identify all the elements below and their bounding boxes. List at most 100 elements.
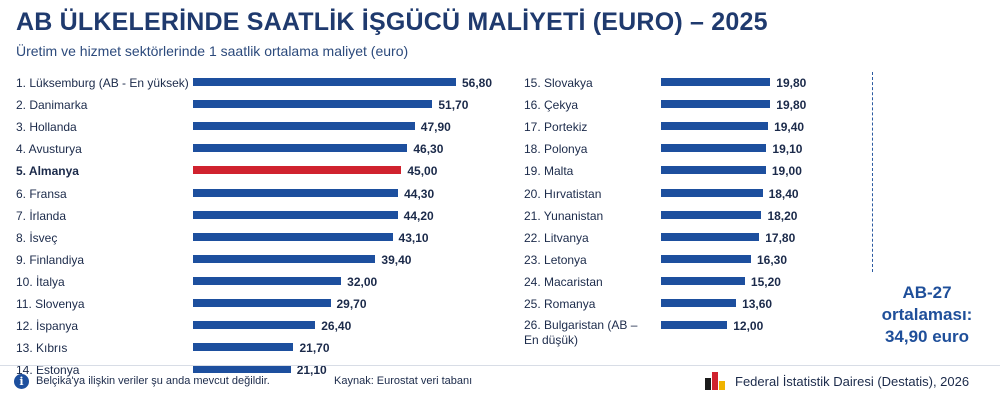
bar-row: 14. Estonya 21,10 [16,361,356,379]
data-label: 21,70 [299,341,330,356]
bar-row: 11. Slovenya 29,70 [16,295,367,313]
bar [661,78,771,86]
bar-row: 7. İrlanda 44,20 [16,207,434,225]
bar [193,166,402,175]
category-label: 15. Slovakya [524,76,593,90]
bar [193,210,398,219]
category-label: 17. Portekiz [524,120,588,135]
data-label: 56,80 [461,76,492,90]
data-label: 13,60 [742,297,773,311]
bar-row: 9. Finlandiya 39,40 [16,251,411,269]
info-icon: i [14,374,29,389]
data-label: 18,20 [767,208,798,223]
bar [661,232,760,241]
category-label: 4. Avusturya [16,142,82,157]
data-label: 47,90 [420,120,451,135]
bar-row: 20. Hırvatistan 18,40 [524,185,864,203]
bar [193,299,331,307]
bar-row: 26. Bulgaristan (AB – En düşük) 12,00 [524,317,864,347]
bar-row: 22. Litvanya 17,80 [524,229,864,247]
destatis-logo-icon [705,372,727,390]
category-label: 21. Yunanistan [524,208,604,223]
bar-row: 4. Avusturya 46,30 [16,140,443,158]
bar-row: 24. Macaristan 15,20 [524,273,864,291]
category-label: 19. Malta [524,164,574,179]
category-label: 14. Estonya [16,363,80,378]
data-label: 21,10 [296,363,327,378]
category-label: 11. Slovenya [16,297,85,311]
data-label: 19,80 [776,76,807,90]
category-label: 18. Polonya [524,142,588,157]
data-label: 29,70 [336,297,367,311]
bar [661,144,767,153]
data-label: 26,40 [321,319,352,334]
category-label: 24. Macaristan [524,274,603,289]
category-label: 8. İsveç [16,230,58,245]
category-label: 26. Bulgaristan (AB – En düşük) [524,318,638,348]
category-label: 2. Danimarka [16,98,88,113]
bar-row: 3. Hollanda 47,90 [16,118,451,136]
bar-row: 15. Slovakya 19,80 [524,74,864,92]
bar [193,276,342,285]
data-label: 45,00 [407,164,438,179]
bar [661,166,766,175]
category-label: 13. Kıbrıs [16,341,68,356]
data-label: 15,20 [750,274,781,289]
data-label: 46,30 [413,142,444,157]
bar [661,254,751,263]
category-label: 23. Letonya [524,252,587,267]
chart-title: AB ÜLKELERİNDE SAATLİK İŞGÜCÜ MALİYETİ (… [16,8,768,36]
category-label: 16. Çekya [524,98,579,113]
category-label: 7. İrlanda [16,208,67,223]
bar-row: 13. Kıbrıs 21,70 [16,339,356,357]
bar [661,210,762,219]
data-label: 44,20 [403,208,434,223]
bar [193,122,415,131]
bar [193,365,291,374]
bar-row: 23. Letonya 16,30 [524,251,864,269]
bar [193,254,376,263]
bar-row: 5. Almanya 45,00 [16,162,437,180]
bar-row: 6. Fransa 44,30 [16,185,434,203]
eu-average-label: AB-27 ortalaması: 34,90 euro [881,283,973,346]
bar [661,188,763,197]
footer-divider [0,365,1000,366]
data-label: 51,70 [438,98,469,113]
data-label: 19,00 [771,164,802,179]
bar [661,276,745,285]
bar-row: 16. Çekya 19,80 [524,96,864,114]
bar-row: 18. Polonya 19,10 [524,140,864,158]
bar [661,321,728,330]
category-label: 5. Almanya [16,164,79,179]
bar-row: 21. Yunanistan 18,20 [524,207,864,225]
bar [661,122,769,131]
footer-note: Belçika'ya ilişkin veriler şu anda mevcu… [36,375,270,387]
bar [193,78,456,86]
category-label: 22. Litvanya [524,230,589,245]
data-label: 19,80 [776,98,807,113]
data-label: 12,00 [733,319,764,334]
bar-row: 19. Malta 19,00 [524,162,864,180]
bar-row: 2. Danimarka 51,70 [16,96,468,114]
bar [193,321,316,330]
bar-row: 12. İspanya 26,40 [16,317,356,335]
data-label: 19,10 [772,142,803,157]
data-label: 17,80 [765,230,796,245]
bar-row: 10. İtalya 32,00 [16,273,377,291]
data-label: 32,00 [347,274,378,289]
publisher: Federal İstatistik Dairesi (Destatis), 2… [735,374,970,389]
bar [661,100,771,109]
chart-subtitle: Üretim ve hizmet sektörlerinde 1 saatlik… [16,43,409,59]
source-note: Kaynak: Eurostat veri tabanı [334,375,473,387]
bar [193,144,408,153]
data-label: 16,30 [756,252,787,267]
category-label: 25. Romanya [524,297,596,311]
bar [193,188,399,197]
category-label: 1. Lüksemburg (AB - En yüksek) [16,76,189,90]
bar-row: 17. Portekiz 19,40 [524,118,864,136]
bar-row: 25. Romanya 13,60 [524,295,864,313]
data-label: 19,40 [774,120,805,135]
data-label: 44,30 [404,186,435,201]
category-label: 6. Fransa [16,186,67,201]
data-label: 39,40 [381,252,412,267]
